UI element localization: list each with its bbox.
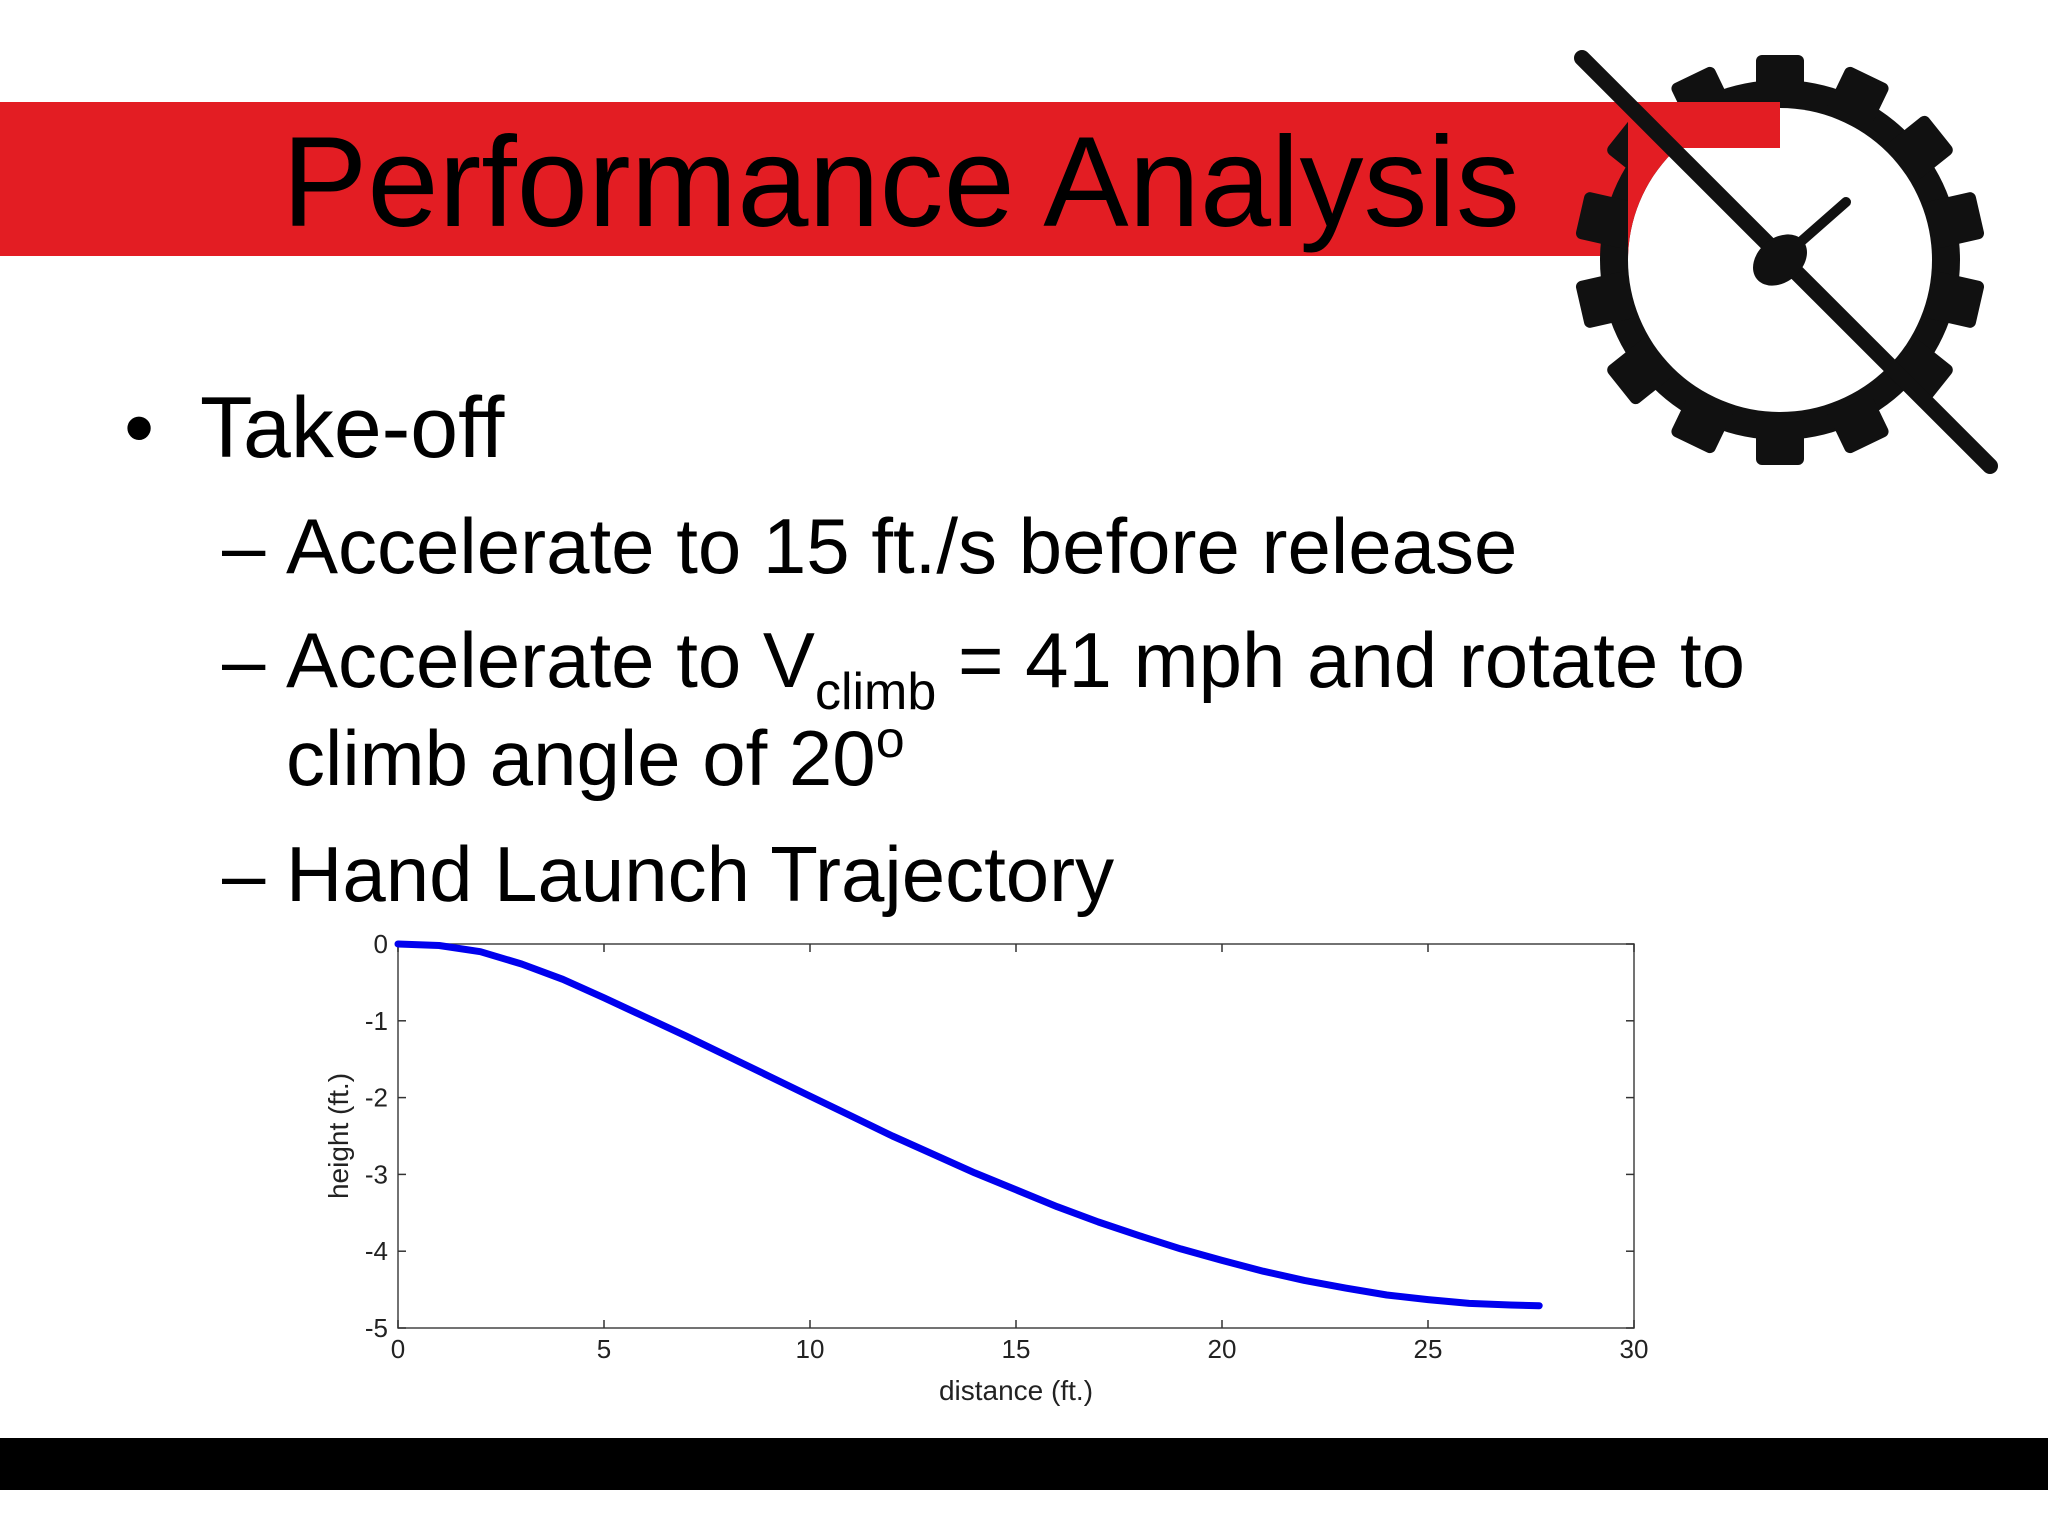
sub-bullet-text-line2-pre: climb angle of 20 [286,714,876,802]
bullet-text: Take-off [200,380,505,476]
sub-bullet-text-line2: climb angle of 20o [286,710,905,806]
y-tick-label: 0 [374,929,388,959]
gear-propeller-logo-icon [1574,50,1998,474]
gear-tooth [1575,270,1643,328]
sub-bullet-marker: – [222,830,266,918]
gear-tooth [1823,382,1889,454]
sub-bullet-text: Accelerate to 15 ft./s before release [286,502,1518,590]
bottom-bar [0,1438,2048,1490]
y-tick-label: -1 [365,1006,388,1036]
gear-tooth [1756,405,1804,465]
x-tick-label: 30 [1620,1334,1649,1364]
x-axis-label: distance (ft.) [939,1375,1093,1406]
x-tick-label: 25 [1414,1334,1443,1364]
y-axis-label: height (ft.) [323,1073,354,1199]
trajectory-series-line [394,940,1543,1310]
trajectory-chart: 0 5 10 15 20 25 30 0 -1 -2 -3 -4 -5 distance (ft.) hei… [320,920,1670,1420]
sub-bullet-text-pre: Accelerate to V [286,616,815,704]
slide-title: Performance Analysis [282,111,1520,254]
y-tick-label: -4 [365,1236,388,1266]
y-tick-label: -2 [365,1083,388,1113]
trajectory-chart-svg: 0 5 10 15 20 25 30 0 -1 -2 -3 -4 -5 distance (ft.) hei… [323,929,1649,1406]
plot-frame [397,943,1635,1329]
sub-bullet-marker: – [222,502,266,590]
x-tick-label: 0 [391,1334,405,1364]
degree-superscript: o [875,711,905,769]
y-tick-label: -3 [365,1159,388,1189]
bullet-marker: • [124,380,155,476]
gear-tooth [1917,192,1985,250]
x-tick-label: 5 [597,1334,611,1364]
v-climb-subscript: climb [814,663,937,721]
sub-bullet-marker: – [222,616,266,704]
y-tick-label: -5 [365,1313,388,1343]
propeller-hub [1753,234,1807,286]
x-tick-label: 20 [1208,1334,1237,1364]
x-tick-label: 10 [796,1334,825,1364]
sub-bullet-text: Hand Launch Trajectory [286,830,1115,918]
x-tick-label: 15 [1002,1334,1031,1364]
gear-tooth [1756,55,1804,115]
sub-bullet-text-post: = 41 mph and rotate to [936,616,1745,704]
gear-tooth [1917,270,1985,328]
gear-tooth [1575,192,1643,250]
gear-tooth [1823,66,1889,138]
gear-tooth [1671,382,1737,454]
title-band [0,102,1776,256]
sub-bullet-text: Accelerate to Vclimb = 41 mph and rotate… [286,612,1745,718]
